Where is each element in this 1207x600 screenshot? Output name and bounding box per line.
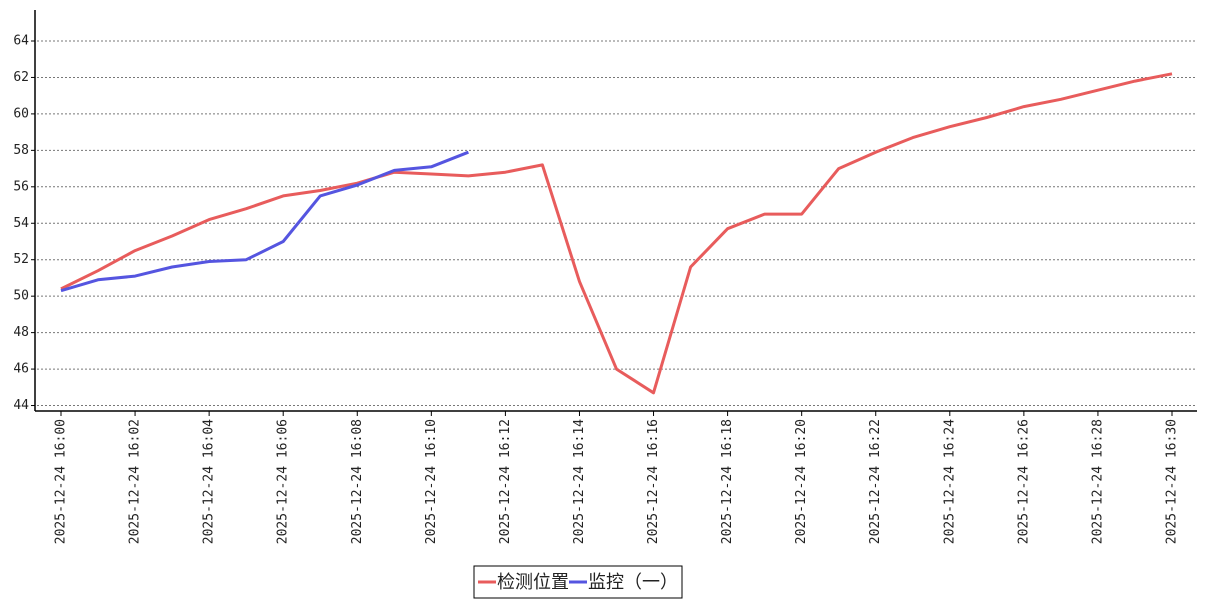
y-tick-label: 58 [13,143,29,158]
x-tick-label: 2025-12-24 16:12 [498,419,513,544]
x-tick-label: 2025-12-24 16:18 [720,419,735,544]
y-tick-label: 48 [13,325,29,340]
y-tick-label: 46 [13,362,29,377]
y-tick-label: 52 [13,252,29,267]
y-tick-label: 50 [13,289,29,304]
x-tick-label: 2025-12-24 16:16 [646,419,661,544]
x-tick-label: 2025-12-24 16:26 [1016,419,1031,544]
x-tick-label: 2025-12-24 16:04 [202,419,217,544]
x-tick-label: 2025-12-24 16:08 [350,419,365,544]
y-tick-label: 54 [13,216,29,231]
x-tick-label: 2025-12-24 16:14 [572,419,587,544]
x-tick-label: 2025-12-24 16:30 [1165,419,1180,544]
legend-label: 检测位置 [497,572,569,593]
x-tick-label: 2025-12-24 16:00 [54,419,69,544]
x-tick-label: 2025-12-24 16:06 [276,419,291,544]
x-tick-label: 2025-12-24 16:28 [1090,419,1105,544]
y-tick-label: 44 [13,398,29,413]
x-tick-label: 2025-12-24 16:22 [868,419,883,544]
x-tick-label: 2025-12-24 16:02 [128,419,143,544]
y-tick-label: 60 [13,106,29,121]
series-line [60,150,469,293]
x-tick-label: 2025-12-24 16:20 [794,419,809,544]
x-tick-label: 2025-12-24 16:10 [424,419,439,544]
series-line [60,72,1173,395]
legend-label: 监控（一） [588,572,678,593]
y-tick-label: 64 [13,33,29,48]
y-tick-label: 62 [13,70,29,85]
y-tick-label: 56 [13,179,29,194]
x-tick-label: 2025-12-24 16:24 [942,419,957,544]
